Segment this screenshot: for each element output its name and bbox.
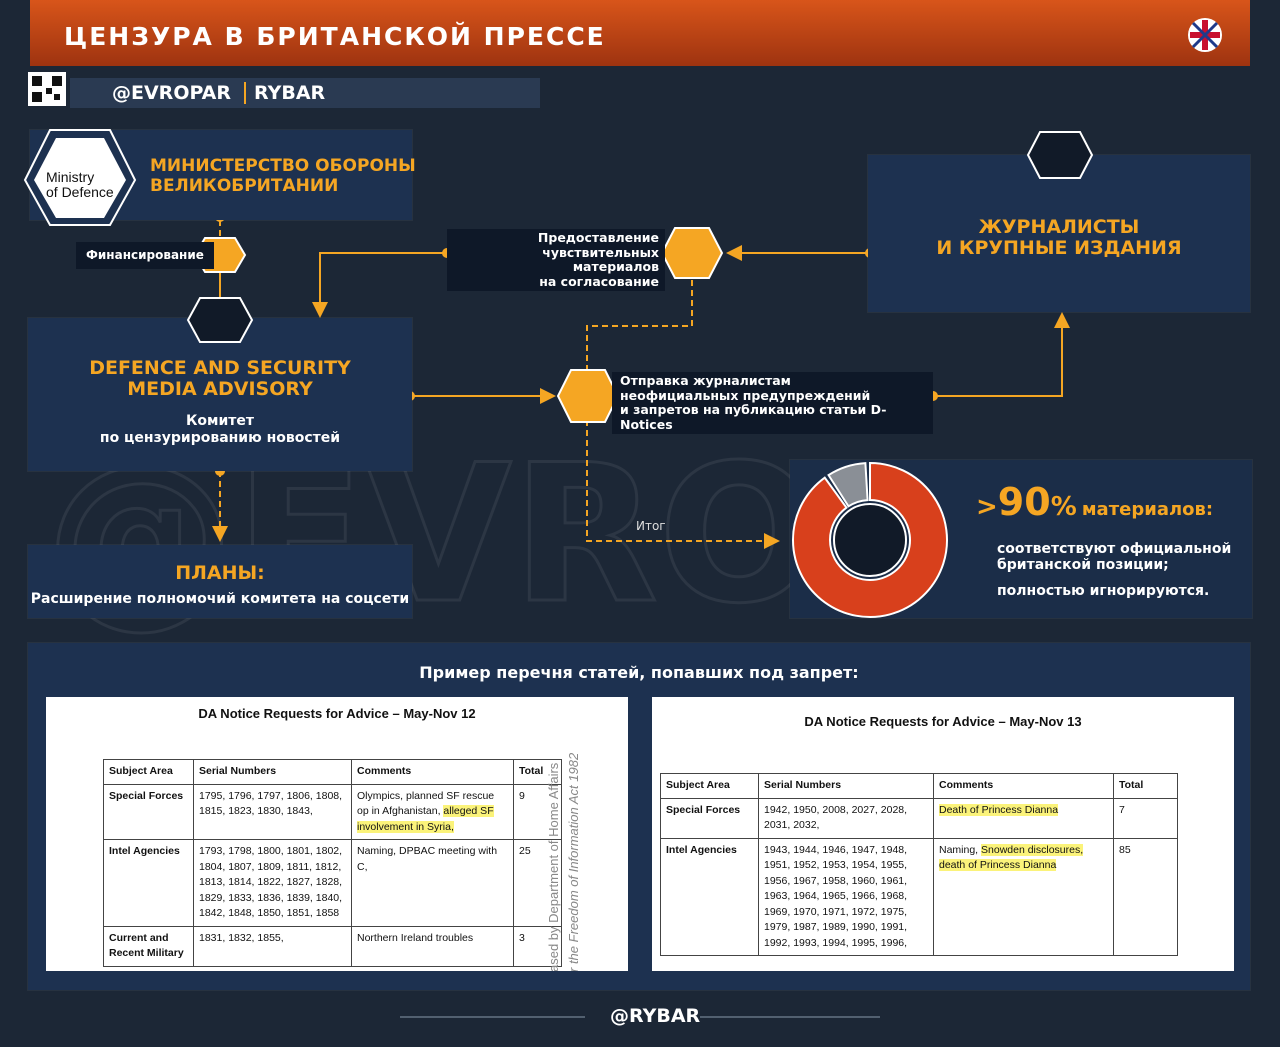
logo-line: Ministry xyxy=(46,169,95,185)
cell-text: Olympics, planned SF rescue op in Afghan… xyxy=(357,789,495,818)
label-line: и запретов на публикацию статьи D-Notice… xyxy=(620,402,887,432)
header-cell: Comments xyxy=(351,759,514,785)
stat-value: 90 xyxy=(997,480,1051,524)
donut-hole xyxy=(833,503,907,577)
document-table: Subject Area Serial Numbers Comments Total S… xyxy=(103,759,562,967)
stat-label: материалов: xyxy=(1081,499,1214,520)
header-row: Subject Area Serial Numbers Comments Total xyxy=(660,773,1178,799)
title-line: ВЕЛИКОБРИТАНИИ xyxy=(150,176,339,196)
cell-text: Naming, xyxy=(939,843,982,856)
plans-box xyxy=(28,545,412,618)
footer: @RYBAR xyxy=(610,1005,701,1027)
header-cell: Subject Area xyxy=(103,759,194,785)
stat-bullet: полностью игнорируются. xyxy=(997,583,1210,599)
handle: @EVROPAR xyxy=(112,82,231,104)
table-cell: Special Forces xyxy=(660,797,759,839)
dsma-title: DEFENCE AND SECURITY MEDIA ADVISORY xyxy=(28,358,412,400)
label-line: чувствительных материалов xyxy=(542,244,659,274)
dsma-subtitle: Комитет по цензурированию новостей xyxy=(28,413,412,447)
side-note: ased by Department of Home Affairs xyxy=(546,762,561,971)
side-note: r the Freedom of Information Act 1982 xyxy=(566,752,581,971)
funding-label: Финансирование xyxy=(76,242,214,269)
table-cell: Current and Recent Military xyxy=(103,925,194,967)
table-cell: 1942, 1950, 2008, 2027, 2028, 2031, 2032… xyxy=(758,797,934,839)
table-cell: Naming, Snowden disclosures, death of Pr… xyxy=(933,837,1114,956)
document: DA Notice Requests for Advice – May-Nov … xyxy=(652,697,1234,971)
document-title: DA Notice Requests for Advice – May-Nov … xyxy=(804,714,1082,729)
cell-text: Naming, DPBAC meeting with C, xyxy=(357,845,498,873)
header-cell: Comments xyxy=(933,773,1114,799)
stat-unit: % xyxy=(1050,492,1077,522)
table-cell: Intel Agencies xyxy=(103,839,194,927)
document-table: Subject Area Serial Numbers Comments Total S… xyxy=(660,773,1178,956)
mod-title: МИНИСТЕРСТВО ОБОРОНЫ ВЕЛИКОБРИТАНИИ xyxy=(150,156,416,196)
stat-bullet: соответствуют официальной британской пози… xyxy=(997,541,1231,573)
table-row: Special Forces 1795, 1796, 1797, 1806, 18… xyxy=(103,783,562,840)
table-row: Special Forces 1942, 1950, 2008, 2027, 20… xyxy=(660,797,1178,839)
result-label: Итог xyxy=(636,519,666,533)
bullet-line: британской позиции; xyxy=(997,557,1169,573)
bullet-line: соответствуют официальной xyxy=(997,541,1232,557)
title-line: DEFENCE AND SECURITY xyxy=(89,357,351,379)
table-cell: Intel Agencies xyxy=(660,837,759,956)
label-line: на согласование xyxy=(539,273,659,289)
stat-heading: >90% материалов: xyxy=(976,480,1213,524)
cell-text: Death of Princess Dianna xyxy=(939,803,1059,816)
plans-title: ПЛАНЫ: xyxy=(175,562,265,584)
donut-segment xyxy=(792,461,948,618)
plans-text: Расширение полномочий комитета на соцсет… xyxy=(30,591,410,607)
document-title: DA Notice Requests for Advice – May-Nov … xyxy=(198,706,476,721)
examples-title: Пример перечня статей, попавших под запр… xyxy=(419,663,859,682)
table-row: Intel Agencies 1943, 1944, 1946, 1947, 19… xyxy=(660,837,1178,956)
header-cell: Total xyxy=(1113,773,1178,799)
table-cell: 3 xyxy=(513,925,562,967)
subtitle-line: Комитет xyxy=(185,413,255,429)
table-cell: 85 xyxy=(1113,837,1178,956)
subtitle-line: по цензурированию новостей xyxy=(99,430,341,446)
label-line: Отправка журналистам xyxy=(620,373,791,388)
journalists-title: ЖУРНАЛИСТЫ И КРУПНЫЕ ИЗДАНИЯ xyxy=(868,217,1250,259)
header-cell: Subject Area xyxy=(660,773,759,799)
stat-prefix: > xyxy=(976,492,998,522)
journalists-box xyxy=(868,155,1250,312)
table-cell: 9 xyxy=(513,783,562,840)
brand: RYBAR xyxy=(244,82,325,104)
table-cell: Death of Princess Dianna xyxy=(933,797,1114,839)
title-line: И КРУПНЫЕ ИЗДАНИЯ xyxy=(936,237,1182,259)
dsma-box xyxy=(28,318,412,471)
title-line: MEDIA ADVISORY xyxy=(127,378,313,400)
label-line: неофициальных предупреждений xyxy=(620,387,871,403)
document: DA Notice Requests for Advice – May-Nov … xyxy=(46,697,628,971)
submission-label: Предоставление чувствительных материалов н… xyxy=(447,229,665,291)
table-cell: Olympics, planned SF rescue op in Afghan… xyxy=(351,783,514,840)
table-cell: 1831, 1832, 1855, xyxy=(193,925,352,967)
table-row: Current and Recent Military 1831, 1832, 1… xyxy=(103,925,562,967)
donut-rest xyxy=(827,462,869,508)
table-cell: 1795, 1796, 1797, 1806, 1808, 1815, 1823… xyxy=(193,783,352,840)
header-cell: Total xyxy=(513,759,562,785)
table-row: Intel Agencies 1793, 1798, 1800, 1801, 18… xyxy=(103,839,562,927)
cell-text: Northern Ireland troubles xyxy=(357,931,474,944)
title-line: ЖУРНАЛИСТЫ xyxy=(978,216,1140,238)
mod-logo: Ministry of Defence xyxy=(46,170,114,200)
table-cell: Naming, DPBAC meeting with C, xyxy=(351,839,514,927)
table-cell: Special Forces xyxy=(103,783,194,840)
table-cell: 1943, 1944, 1946, 1947, 1948, 1951, 1952… xyxy=(758,837,934,956)
header-cell: Serial Numbers xyxy=(193,759,352,785)
logo-line: of Defence xyxy=(46,184,114,200)
header-cell: Serial Numbers xyxy=(758,773,934,799)
header-row: Subject Area Serial Numbers Comments Total xyxy=(103,759,562,785)
table-cell: 1793, 1798, 1800, 1801, 1802, 1804, 1807… xyxy=(193,839,352,927)
table-cell: Northern Ireland troubles xyxy=(351,925,514,967)
title-line: МИНИСТЕРСТВО ОБОРОНЫ xyxy=(150,156,416,176)
table-cell: 25 xyxy=(513,839,562,927)
notices-label: Отправка журналистам неофициальных предуп… xyxy=(612,372,933,434)
table-cell: 7 xyxy=(1113,797,1178,839)
label-line: Предоставление xyxy=(537,230,659,245)
title: ЦЕНЗУРА В БРИТАНСКОЙ ПРЕССЕ xyxy=(64,22,606,51)
